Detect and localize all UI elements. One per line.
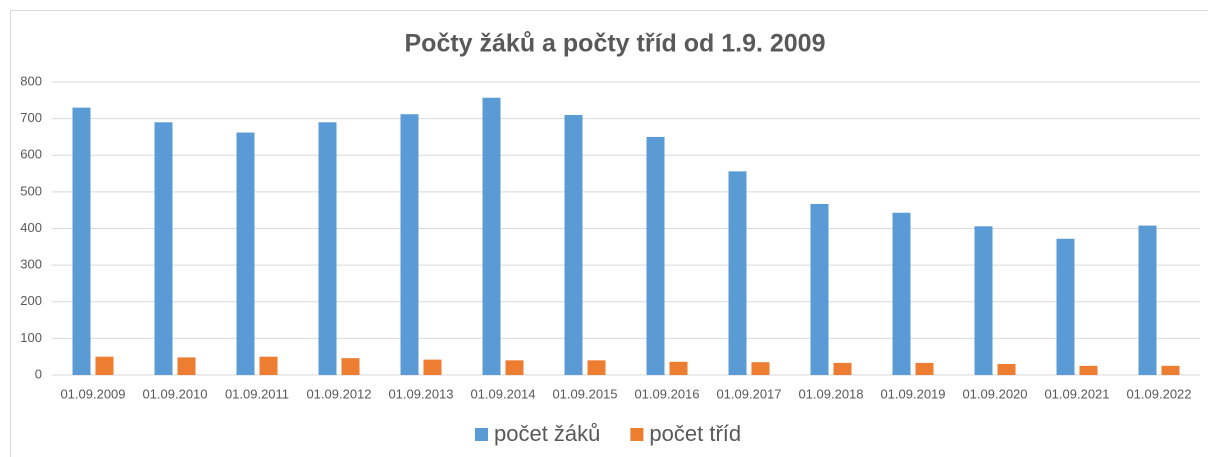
bar	[177, 357, 196, 375]
y-tick-label: 0	[35, 366, 42, 381]
bar	[751, 362, 770, 375]
legend-label: počet tříd	[649, 421, 741, 446]
bar	[72, 107, 91, 375]
bar	[833, 362, 852, 375]
bar	[95, 356, 114, 375]
bar	[236, 132, 255, 375]
y-tick-label: 400	[20, 220, 42, 235]
bar	[915, 362, 934, 375]
x-tick-label: 01.09.2013	[388, 386, 453, 401]
x-tick-label: 01.09.2017	[716, 386, 781, 401]
bar	[810, 203, 829, 375]
bar	[505, 360, 524, 375]
y-tick-label: 700	[20, 110, 42, 125]
x-tick-label: 01.09.2014	[470, 386, 535, 401]
legend-swatch	[475, 428, 488, 441]
bar	[669, 361, 688, 375]
x-tick-label: 01.09.2012	[306, 386, 371, 401]
bar	[318, 122, 337, 375]
legend-label: počet žáků	[494, 421, 600, 446]
bar	[1161, 365, 1180, 375]
bar	[587, 360, 606, 375]
x-tick-label: 01.09.2020	[962, 386, 1027, 401]
bar	[1056, 238, 1075, 375]
y-tick-label: 100	[20, 330, 42, 345]
bar	[892, 212, 911, 375]
bar	[646, 136, 665, 375]
x-tick-label: 01.09.2009	[60, 386, 125, 401]
y-tick-label: 200	[20, 293, 42, 308]
x-tick-label: 01.09.2021	[1044, 386, 1109, 401]
x-tick-label: 01.09.2018	[798, 386, 863, 401]
bar	[997, 364, 1016, 375]
legend-swatch	[630, 428, 644, 441]
x-tick-label: 01.09.2022	[1126, 386, 1191, 401]
x-tick-label: 01.09.2015	[552, 386, 617, 401]
x-tick-label: 01.09.2010	[142, 386, 207, 401]
chart-title: Počty žáků a počty tříd od 1.9. 2009	[405, 30, 826, 58]
y-tick-label: 800	[20, 73, 42, 88]
x-tick-label: 01.09.2016	[634, 386, 699, 401]
x-tick-label: 01.09.2019	[880, 386, 945, 401]
bar	[728, 171, 747, 375]
y-tick-label: 600	[20, 147, 42, 162]
bar	[154, 122, 173, 375]
bar	[1079, 365, 1098, 375]
bar	[564, 114, 583, 376]
bar	[1138, 225, 1157, 375]
bar	[400, 114, 419, 375]
bar	[341, 358, 360, 375]
chart-frame	[10, 10, 1208, 457]
x-tick-label: 01.09.2011	[225, 386, 289, 401]
bar	[482, 97, 501, 375]
bar	[259, 356, 278, 375]
bar	[423, 359, 442, 375]
bar	[974, 226, 993, 375]
y-tick-label: 300	[20, 257, 42, 272]
y-tick-label: 500	[20, 183, 42, 198]
